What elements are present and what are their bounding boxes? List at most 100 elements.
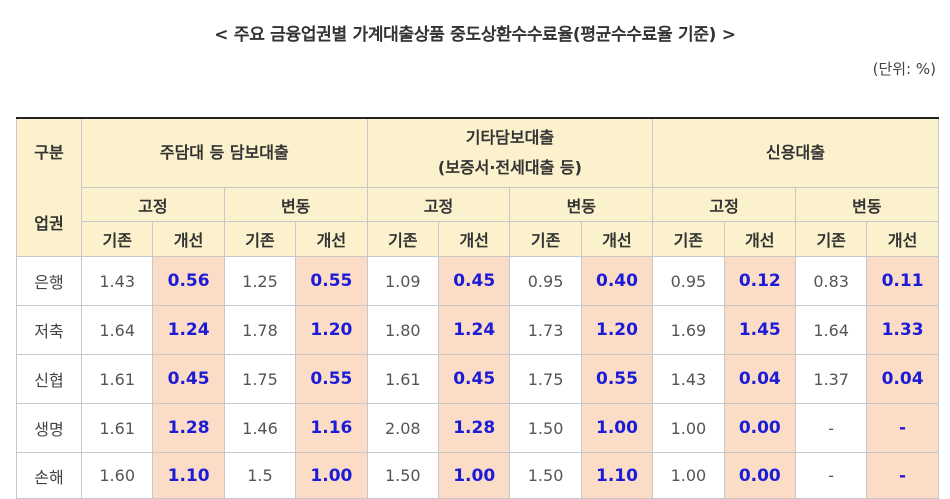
table-body: 은행 1.43 0.56 1.25 0.55 1.09 0.45 0.95 0.40 0.95 0.…	[16, 256, 939, 499]
improved-rate-cell: 0.55	[295, 256, 368, 306]
column-improved: 개선	[152, 221, 225, 257]
rate-type-variable: 변동	[794, 187, 939, 222]
existing-rate-cell: 1.25	[223, 256, 297, 306]
table-row: 신협 1.61 0.45 1.75 0.55 1.61 0.45 1.75 0.55 1.43 0.…	[16, 354, 939, 404]
rate-type-variable: 변동	[223, 187, 368, 222]
sector-label: 손해	[16, 452, 82, 499]
improved-rate-cell: 1.16	[295, 403, 368, 453]
improved-rate-cell: -	[866, 452, 939, 499]
column-existing: 기존	[794, 221, 868, 257]
fee-rate-table: 구분 주담대 등 담보대출 기타담보대출 (보증서·전세대출 등) 신용대출 업…	[16, 117, 939, 499]
existing-rate-cell: 1.61	[80, 354, 154, 404]
improved-rate-cell: 0.45	[152, 354, 225, 404]
existing-rate-cell: 0.95	[509, 256, 582, 306]
sector-label: 생명	[16, 403, 82, 453]
existing-rate-cell: 2.08	[366, 403, 439, 453]
column-improved: 개선	[723, 221, 796, 257]
existing-rate-cell: 1.64	[794, 305, 868, 355]
improved-rate-cell: 1.10	[580, 452, 654, 499]
existing-rate-cell: 1.43	[80, 256, 154, 306]
existing-rate-cell: 1.00	[652, 452, 725, 499]
existing-rate-cell: 1.37	[794, 354, 868, 404]
improved-rate-cell: 1.24	[437, 305, 511, 355]
existing-rate-cell: 1.64	[80, 305, 154, 355]
improved-rate-cell: 0.45	[437, 256, 511, 306]
improved-rate-cell: 0.00	[723, 403, 796, 453]
group-header-mortgage: 주담대 등 담보대출	[81, 117, 368, 188]
group-header-other-secured: 기타담보대출 (보증서·전세대출 등)	[366, 117, 654, 188]
improved-rate-cell: 1.20	[295, 305, 368, 355]
improved-rate-cell: 0.04	[866, 354, 939, 404]
column-improved: 개선	[580, 221, 654, 257]
improved-rate-cell: 1.00	[437, 452, 511, 499]
improved-rate-cell: 1.20	[580, 305, 654, 355]
group-header-other-secured-line1: 기타담보대출	[465, 128, 555, 147]
group-header-credit: 신용대출	[652, 117, 939, 188]
improved-rate-cell: 0.00	[723, 452, 796, 499]
improved-rate-cell: -	[866, 403, 939, 453]
column-improved: 개선	[866, 221, 939, 257]
improved-rate-cell: 1.33	[866, 305, 939, 355]
existing-rate-cell: 1.5	[223, 452, 297, 499]
improved-rate-cell: 1.28	[437, 403, 511, 453]
existing-rate-cell: 1.61	[366, 354, 439, 404]
rate-type-fixed: 고정	[81, 187, 225, 222]
existing-rate-cell: 1.43	[652, 354, 725, 404]
existing-rate-cell: -	[794, 403, 868, 453]
improved-rate-cell: 1.10	[152, 452, 225, 499]
improved-rate-cell: 0.55	[580, 354, 654, 404]
existing-rate-cell: 1.09	[366, 256, 439, 306]
sector-header: 업권	[16, 187, 82, 257]
column-existing: 기존	[366, 221, 439, 257]
improved-rate-cell: 0.45	[437, 354, 511, 404]
sector-label: 은행	[16, 256, 82, 306]
existing-rate-cell: 1.50	[509, 403, 582, 453]
existing-rate-cell: 1.50	[509, 452, 582, 499]
improved-rate-cell: 1.00	[295, 452, 368, 499]
existing-rate-cell: 1.60	[80, 452, 154, 499]
improved-rate-cell: 1.24	[152, 305, 225, 355]
existing-rate-cell: 1.73	[509, 305, 582, 355]
existing-rate-cell: 1.50	[366, 452, 439, 499]
rate-type-fixed: 고정	[366, 187, 511, 222]
existing-rate-cell: 1.69	[652, 305, 725, 355]
category-header: 구분	[16, 117, 82, 188]
table-title: < 주요 금융업권별 가계대출상품 중도상환수수료율(평균수수료율 기준) >	[214, 25, 736, 45]
rate-type-fixed: 고정	[652, 187, 796, 222]
improved-rate-cell: 0.55	[295, 354, 368, 404]
improved-rate-cell: 1.45	[723, 305, 796, 355]
table-row: 생명 1.61 1.28 1.46 1.16 2.08 1.28 1.50 1.00 1.00 0.…	[16, 403, 939, 453]
improved-rate-cell: 1.28	[152, 403, 225, 453]
existing-rate-cell: 1.46	[223, 403, 297, 453]
existing-rate-cell: 1.78	[223, 305, 297, 355]
existing-rate-cell: 1.61	[80, 403, 154, 453]
column-improved: 개선	[295, 221, 368, 257]
existing-rate-cell: -	[794, 452, 868, 499]
column-existing: 기존	[223, 221, 297, 257]
improved-rate-cell: 0.40	[580, 256, 654, 306]
improved-rate-cell: 0.12	[723, 256, 796, 306]
sector-label: 저축	[16, 305, 82, 355]
existing-rate-cell: 1.80	[366, 305, 439, 355]
column-existing: 기존	[652, 221, 725, 257]
improved-rate-cell: 0.04	[723, 354, 796, 404]
group-header-credit-line1: 신용대출	[766, 143, 825, 162]
existing-rate-cell: 1.75	[509, 354, 582, 404]
rate-type-variable: 변동	[509, 187, 654, 222]
existing-rate-cell: 1.75	[223, 354, 297, 404]
improved-rate-cell: 0.56	[152, 256, 225, 306]
existing-rate-cell: 0.83	[794, 256, 868, 306]
group-header-other-secured-line2: (보증서·전세대출 등)	[437, 158, 582, 177]
improved-rate-cell: 1.00	[580, 403, 654, 453]
sector-label: 신협	[16, 354, 82, 404]
table-row: 손해 1.60 1.10 1.5 1.00 1.50 1.00 1.50 1.10 1.00 0.0…	[16, 452, 939, 499]
existing-rate-cell: 0.95	[652, 256, 725, 306]
table-row: 저축 1.64 1.24 1.78 1.20 1.80 1.24 1.73 1.20 1.69 1.…	[16, 305, 939, 355]
table-row: 은행 1.43 0.56 1.25 0.55 1.09 0.45 0.95 0.40 0.95 0.…	[16, 256, 939, 306]
group-header-mortgage-line1: 주담대 등 담보대출	[159, 143, 289, 162]
improved-rate-cell: 0.11	[866, 256, 939, 306]
column-existing: 기존	[509, 221, 582, 257]
column-improved: 개선	[437, 221, 511, 257]
existing-rate-cell: 1.00	[652, 403, 725, 453]
unit-label: (단위: %)	[872, 60, 936, 78]
